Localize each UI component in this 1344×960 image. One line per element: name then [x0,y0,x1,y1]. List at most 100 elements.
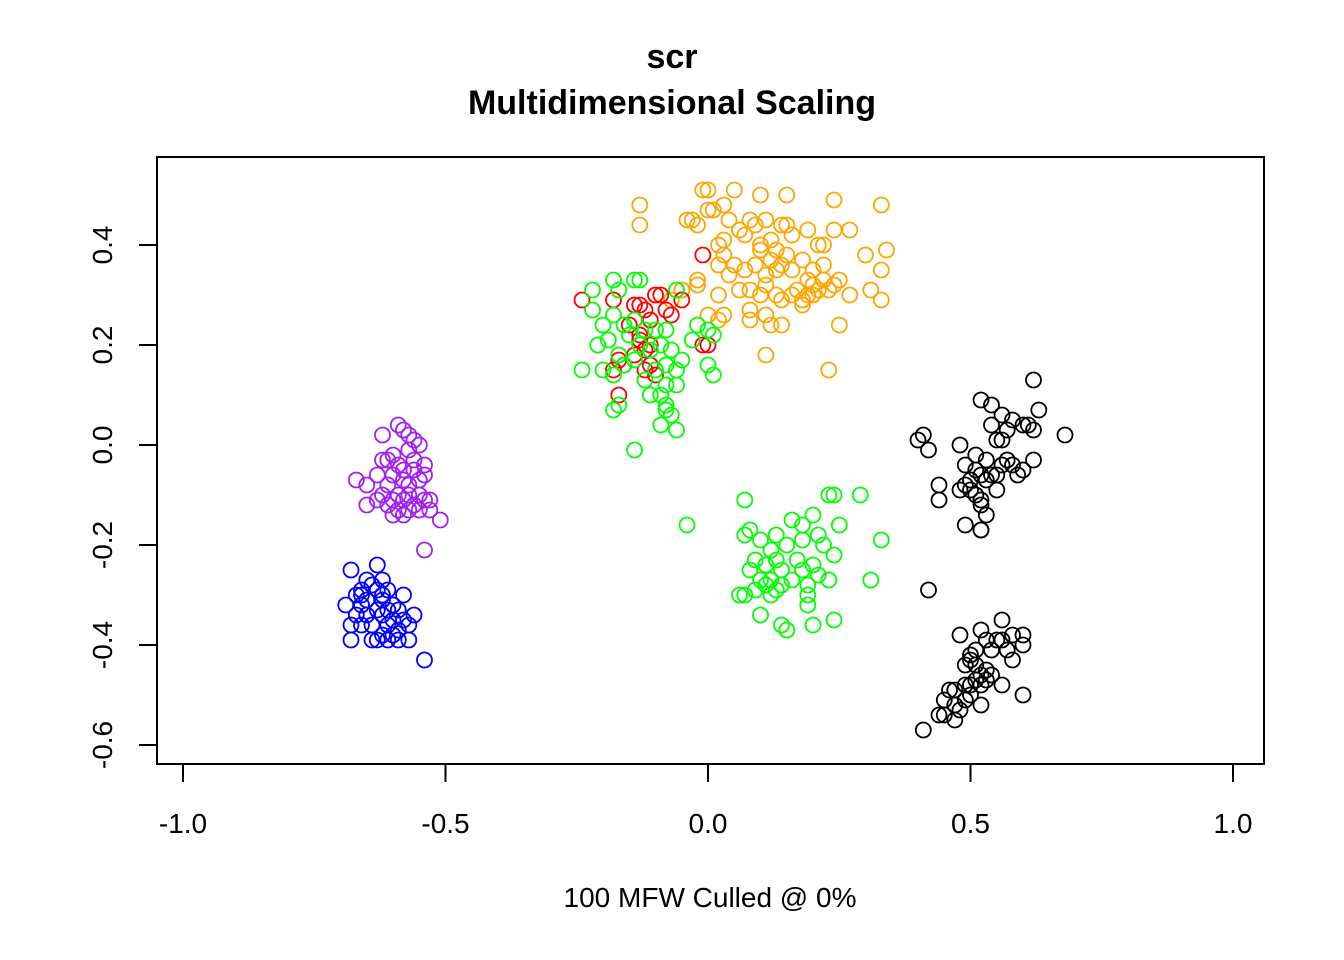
data-point [773,291,790,309]
data-point [652,416,670,434]
data-point [773,216,790,234]
data-point [788,281,806,299]
data-point [783,511,801,529]
data-point [626,311,643,329]
data-point [368,601,386,619]
data-point [993,676,1011,694]
data-point [416,651,433,669]
data-point [647,321,664,339]
data-point [395,586,412,604]
data-point [368,556,386,574]
data-point [1004,411,1021,429]
data-point [857,246,874,264]
data-point [962,651,979,669]
data-point [699,201,717,219]
data-point [983,396,1000,414]
data-point [636,301,654,319]
data-point [820,571,838,589]
data-point [762,586,780,604]
data-point [389,621,407,639]
data-point [930,706,948,724]
data-point [972,391,990,409]
data-point [1014,626,1032,644]
data-point [689,271,706,289]
data-point [967,671,985,689]
data-point [384,446,402,464]
data-point [421,491,439,509]
data-point [652,286,670,304]
data-point [657,401,675,419]
data-point [368,491,386,509]
data-point [1004,456,1021,474]
data-point [710,236,727,254]
data-point [825,486,843,504]
data-point [804,506,822,524]
data-point [699,356,717,374]
data-point [872,261,890,279]
data-point [647,286,664,304]
data-point [967,486,985,504]
data-point [605,401,622,419]
data-point [689,216,706,234]
data-point [605,271,622,289]
data-point [752,606,769,624]
data-point [988,481,1006,499]
data-point [641,336,659,354]
data-point [746,256,764,274]
data-point [783,571,801,589]
data-point [804,616,822,634]
data-point [416,466,433,484]
data-point [762,231,780,249]
data-point [631,196,649,214]
data-point [841,286,859,304]
data-point [347,471,365,489]
data-point [599,331,617,349]
data-point [594,316,612,334]
data-point [368,581,386,599]
data-point [416,541,433,559]
data-point [389,456,407,474]
data-point [794,561,811,579]
data-point [683,331,701,349]
data-point [395,506,412,524]
data-point [1014,416,1032,434]
data-point [762,316,780,334]
data-point [941,681,958,699]
data-point [804,286,822,304]
data-point [778,186,796,204]
data-point [689,276,706,294]
x-axis-label: 100 MFW Culled @ 0% [563,882,857,913]
data-point [815,536,832,554]
data-point [1025,421,1042,439]
data-point [704,201,722,219]
y-tick-label: -0.2 [87,521,118,569]
data-point [347,606,365,624]
data-point [342,631,360,649]
data-point [956,456,974,474]
data-point [389,631,407,649]
data-point [825,611,843,629]
data-point [410,501,428,519]
data-point [379,496,397,514]
data-point [342,561,360,579]
data-point [914,721,932,739]
data-point [815,236,832,254]
data-point [804,556,822,574]
data-point [757,211,775,229]
data-point [773,316,790,334]
data-point [830,316,848,334]
data-point [956,476,974,494]
data-point [773,616,790,634]
data-point [799,286,817,304]
data-point [584,281,601,299]
data-point [951,626,969,644]
data-point [704,366,722,384]
data-point [626,271,643,289]
data-point [657,356,675,374]
data-point [757,556,775,574]
data-point [689,316,706,334]
data-point [736,586,754,604]
data-point [683,211,701,229]
data-point [962,686,979,704]
data-point [1014,686,1032,704]
